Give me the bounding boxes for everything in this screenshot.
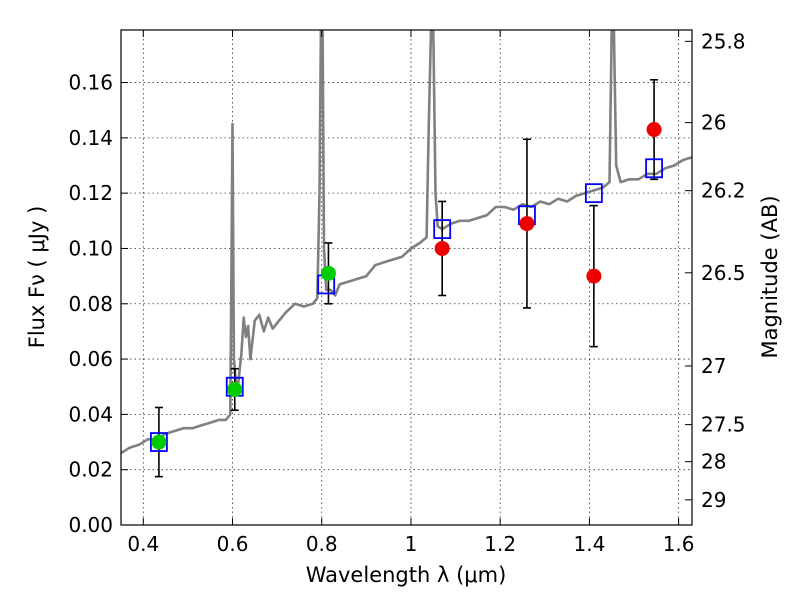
x-tick-label: 1.4 bbox=[573, 532, 605, 556]
plot-data bbox=[121, 30, 692, 478]
green-data-point bbox=[320, 265, 336, 281]
y-tick-label: 0.10 bbox=[68, 236, 113, 260]
y-tick-label: 0.04 bbox=[68, 402, 113, 426]
axis-ticks: 0.4 0.6 0.8 1 1.2 1.4 1.6 0.00 0.02 0.04 0.06 0.08 0… bbox=[68, 29, 745, 556]
model-square-point bbox=[433, 219, 452, 240]
y-tick-label: 0.06 bbox=[68, 347, 113, 371]
y-tick-label: 0.12 bbox=[68, 181, 113, 205]
green-data-point bbox=[227, 381, 243, 397]
y2-tick-label: 26.5 bbox=[701, 261, 746, 285]
x-tick-label: 0.8 bbox=[306, 532, 338, 556]
y2-tick-label: 27 bbox=[701, 354, 726, 378]
y2-tick-label: 25.8 bbox=[701, 29, 746, 53]
x-tick-label: 0.4 bbox=[127, 532, 159, 556]
red-data-point bbox=[586, 268, 602, 284]
x-tick-label: 1 bbox=[405, 532, 418, 556]
model-square-point bbox=[645, 158, 663, 179]
y-tick-label: 0.02 bbox=[68, 458, 113, 482]
y-tick-label: 0.08 bbox=[68, 292, 113, 316]
y2-tick-label: 26 bbox=[701, 111, 726, 135]
axes-frame bbox=[120, 29, 693, 526]
y-axis-label: Flux Fν ( μJy ) bbox=[25, 206, 49, 349]
model-square-point bbox=[584, 183, 603, 204]
x-tick-label: 0.6 bbox=[217, 532, 249, 556]
y-tick-label: 0.00 bbox=[68, 513, 113, 537]
y2-tick-label: 26.2 bbox=[701, 179, 746, 203]
plot-frame bbox=[120, 29, 693, 526]
red-data-point bbox=[519, 216, 535, 232]
y2-tick-label: 28 bbox=[701, 450, 726, 474]
y2-tick-label: 27.5 bbox=[701, 413, 746, 437]
red-data-point bbox=[434, 240, 450, 256]
y2-axis-label: Magnitude (AB) bbox=[758, 195, 782, 358]
x-tick-label: 1.2 bbox=[484, 532, 516, 556]
x-axis-label: Wavelength λ (μm) bbox=[306, 563, 507, 587]
model-square-point bbox=[150, 432, 168, 452]
y2-tick-label: 29 bbox=[701, 488, 726, 512]
green-data-point bbox=[151, 434, 167, 450]
red-data-point bbox=[646, 122, 662, 138]
y-tick-label: 0.16 bbox=[68, 71, 113, 95]
y-tick-label: 0.14 bbox=[68, 126, 113, 150]
x-tick-label: 1.6 bbox=[663, 532, 695, 556]
